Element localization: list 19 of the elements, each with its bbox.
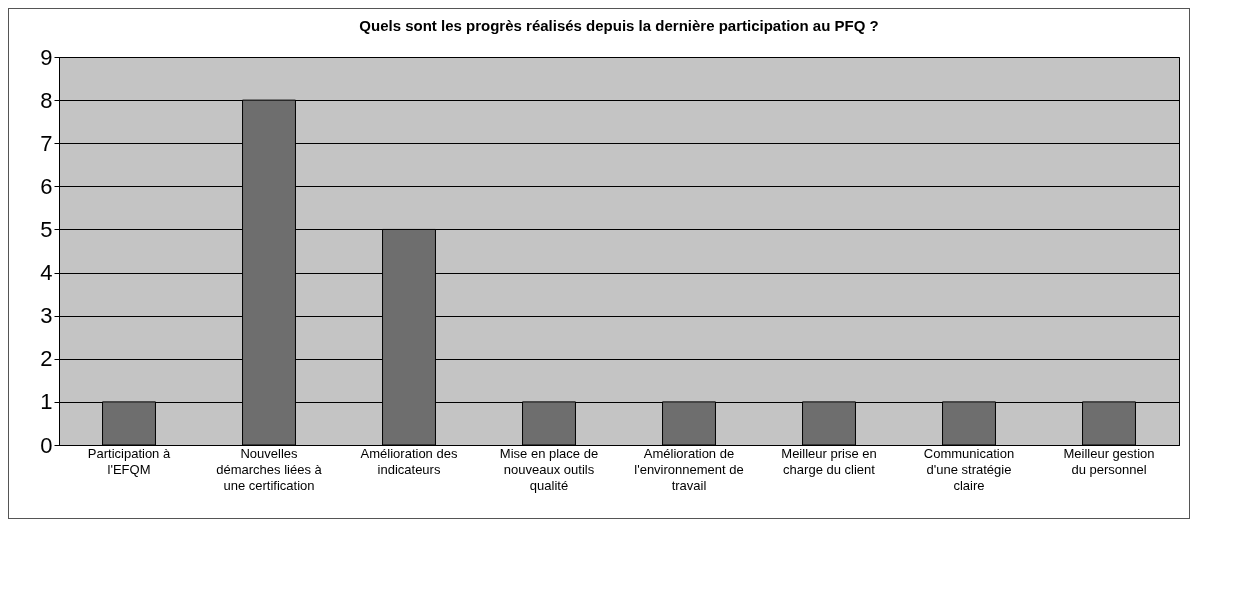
y-tick-label: 7 [40,130,53,156]
y-tick-label: 8 [40,87,53,113]
y-tick-label: 5 [40,216,53,242]
x-tick-label: Meilleur prise en charge du client [781,445,877,477]
x-tick-label: Nouvelles démarches liées à une certification [216,445,323,493]
chart-title: Quels sont les progrès réalisés depuis la dernière participation au PFQ ? [359,17,879,34]
y-tick-label: 4 [40,260,53,286]
x-tick-label: Mise en place de nouveaux outils qualité [499,445,599,493]
x-tick-label: Amélioration de l'environnement de travail [634,445,744,493]
y-tick-label: 1 [40,389,53,415]
x-tick-label: Amélioration des indicateurs [360,445,458,477]
x-tick-label: Meilleur gestion du personnel [1063,445,1155,477]
x-tick-label: Communication d'une stratégie claire [923,445,1015,493]
y-tick-label: 0 [40,432,53,458]
y-tick-label: 3 [40,303,53,329]
y-tick-label: 9 [40,44,53,70]
y-tick-label: 2 [40,346,53,372]
y-tick-label: 6 [40,173,53,199]
x-tick-label: Participation à l'EFQM [87,445,171,477]
